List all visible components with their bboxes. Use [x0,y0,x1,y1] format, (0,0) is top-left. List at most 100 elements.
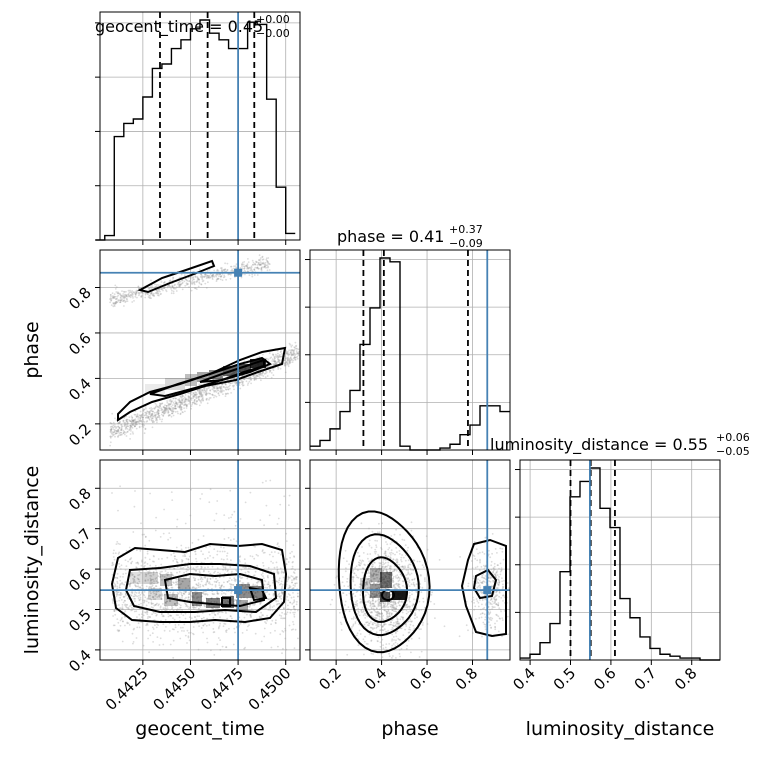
sample-point [179,637,182,640]
sample-point [258,615,261,618]
sample-point [238,381,241,384]
sample-point [345,567,347,570]
sample-point [392,643,395,645]
sample-point [290,354,293,356]
sample-point [194,550,196,553]
sample-point [262,575,264,577]
sample-point [183,623,186,626]
sample-point [219,387,222,390]
sample-point [384,566,386,569]
sample-point [358,564,361,566]
sample-point [132,424,135,426]
sample-point [146,610,149,613]
sample-point [121,433,123,436]
sample-point [247,267,250,270]
sample-point [113,430,116,433]
sample-point [264,586,266,589]
sample-point [209,393,212,395]
sample-point [181,282,184,285]
sample-point [395,547,398,549]
sample-point [422,600,425,603]
sample-point [256,266,259,269]
sample-point [165,407,168,409]
sample-point [405,612,408,615]
sample-point [184,404,186,406]
sample-point [206,397,208,400]
sample-point [252,261,255,264]
sample-point [213,548,216,550]
sample-point [183,630,185,632]
sample-point [200,401,203,404]
sample-point [263,524,265,527]
sample-point [117,425,120,428]
sample-point [292,621,294,623]
sample-point [203,604,206,607]
sample-point [274,360,276,362]
sample-point [115,291,118,293]
sample-point [417,568,419,570]
sample-point [125,418,128,421]
sample-point [278,361,280,363]
sample-point [276,580,278,583]
sample-point [180,613,183,615]
sample-point [259,261,262,263]
sample-point [407,546,409,549]
sample-point [207,387,210,389]
sample-point [149,634,152,637]
sample-point [222,269,225,271]
sample-point [205,583,208,586]
sample-point [155,413,158,416]
sample-point [113,610,116,612]
sample-point [214,389,217,392]
sample-point [180,548,183,551]
sample-point [407,566,410,569]
sample-point [143,594,146,597]
sample-point [234,631,236,634]
sample-point [292,571,295,574]
sample-point [179,280,182,283]
sample-point [141,422,144,425]
sample-point [173,284,176,287]
sample-point [267,598,270,601]
sample-point [203,590,205,593]
sample-point [118,629,121,632]
sample-point [176,283,179,286]
sample-point [169,614,171,617]
sample-point [392,584,395,587]
sample-point [379,605,382,607]
sample-point [388,612,391,615]
sample-point [132,642,134,645]
sample-point [292,561,294,563]
sample-point [163,281,166,283]
sample-point [112,624,115,627]
sample-point [126,422,129,424]
sample-point [420,574,422,577]
sample-point [147,629,150,632]
sample-point [154,595,157,597]
sample-point [408,598,410,601]
sample-point [163,412,166,414]
sample-point [280,595,282,597]
sample-point [117,425,119,428]
sample-point [368,527,370,530]
sample-point [246,267,249,270]
sample-point [282,571,285,574]
sample-point [215,280,218,282]
sample-point [116,629,119,632]
sample-point [276,354,278,357]
sample-point [192,392,195,394]
sample-point [194,287,197,290]
sample-point [200,580,203,583]
sample-point [123,291,126,293]
sample-point [123,299,125,301]
sample-point [192,395,195,397]
sample-point [185,596,187,599]
sample-point [165,607,167,610]
sample-point [292,587,294,590]
sample-point [195,397,198,400]
sample-point [204,583,207,586]
sample-point [382,569,385,572]
sample-point [413,577,416,580]
sample-point [204,605,207,608]
